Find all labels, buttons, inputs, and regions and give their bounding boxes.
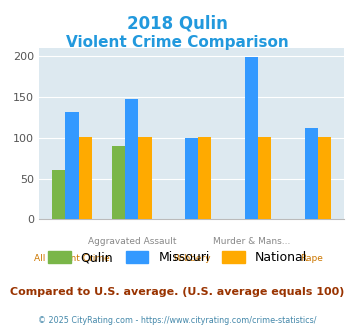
Bar	[245, 57, 258, 219]
Bar	[112, 146, 125, 219]
Bar	[52, 170, 65, 219]
Text: Robbery: Robbery	[173, 254, 211, 263]
Text: © 2025 CityRating.com - https://www.cityrating.com/crime-statistics/: © 2025 CityRating.com - https://www.city…	[38, 315, 317, 325]
Text: Compared to U.S. average. (U.S. average equals 100): Compared to U.S. average. (U.S. average …	[10, 287, 345, 297]
Legend: Qulin, Missouri, National: Qulin, Missouri, National	[48, 251, 307, 264]
Bar	[78, 137, 92, 219]
Bar	[198, 137, 212, 219]
Text: Violent Crime Comparison: Violent Crime Comparison	[66, 35, 289, 50]
Bar	[258, 137, 271, 219]
Text: Rape: Rape	[300, 254, 323, 263]
Bar	[185, 138, 198, 219]
Text: 2018 Qulin: 2018 Qulin	[127, 15, 228, 33]
Text: Murder & Mans...: Murder & Mans...	[213, 237, 290, 246]
Bar	[125, 99, 138, 219]
Bar	[305, 128, 318, 219]
Text: All Violent Crime: All Violent Crime	[34, 254, 110, 263]
Text: Aggravated Assault: Aggravated Assault	[88, 237, 176, 246]
Bar	[138, 137, 152, 219]
Bar	[65, 112, 78, 219]
Bar	[318, 137, 331, 219]
